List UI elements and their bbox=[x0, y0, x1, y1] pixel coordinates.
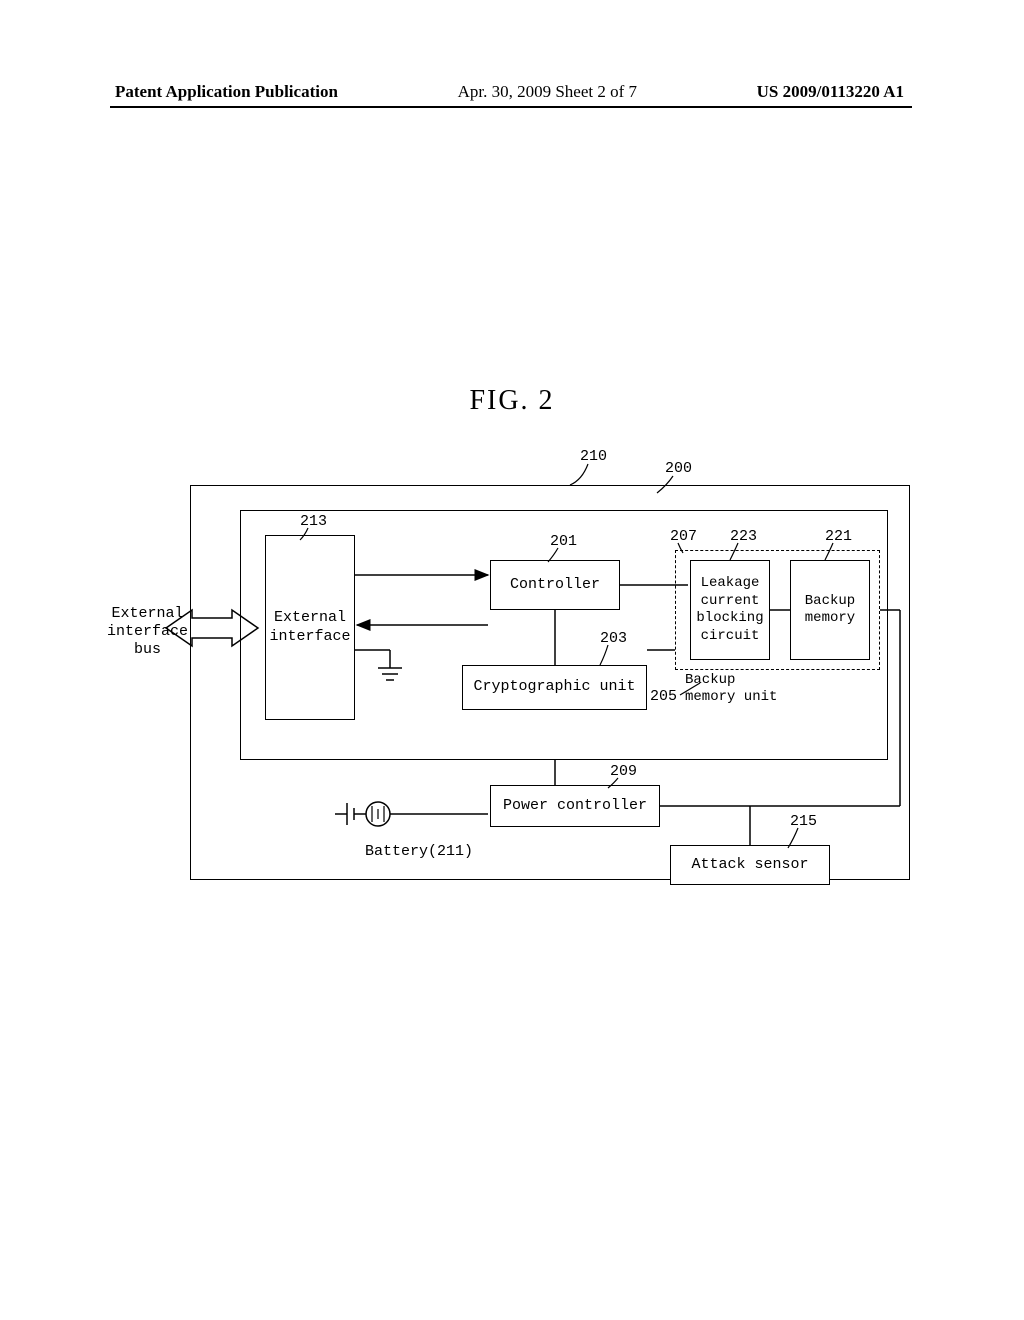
controller-block: Controller bbox=[490, 560, 620, 610]
battery-label: Battery(211) bbox=[365, 843, 473, 861]
header-mid: Apr. 30, 2009 Sheet 2 of 7 bbox=[458, 82, 637, 102]
header-rule bbox=[110, 106, 912, 108]
figure-diagram: Externalinterfacebus Externalinterface C… bbox=[110, 450, 915, 870]
figure-title: FIG. 2 bbox=[0, 385, 1024, 417]
leakage-block: Leakagecurrentblockingcircuit bbox=[690, 560, 770, 660]
backup-memory-block: Backupmemory bbox=[790, 560, 870, 660]
header-right: US 2009/0113220 A1 bbox=[757, 82, 904, 102]
svg-text:210: 210 bbox=[580, 450, 607, 465]
page-header: Patent Application Publication Apr. 30, … bbox=[0, 82, 1024, 102]
crypto-block: Cryptographic unit bbox=[462, 665, 647, 710]
header-left: Patent Application Publication bbox=[115, 82, 338, 102]
attack-sensor-block: Attack sensor bbox=[670, 845, 830, 885]
external-bus-label: Externalinterfacebus bbox=[105, 605, 190, 659]
power-controller-block: Power controller bbox=[490, 785, 660, 827]
backup-memory-unit-label: Backupmemory unit bbox=[685, 672, 777, 706]
external-interface-block: Externalinterface bbox=[265, 535, 355, 720]
svg-text:200: 200 bbox=[665, 460, 692, 477]
